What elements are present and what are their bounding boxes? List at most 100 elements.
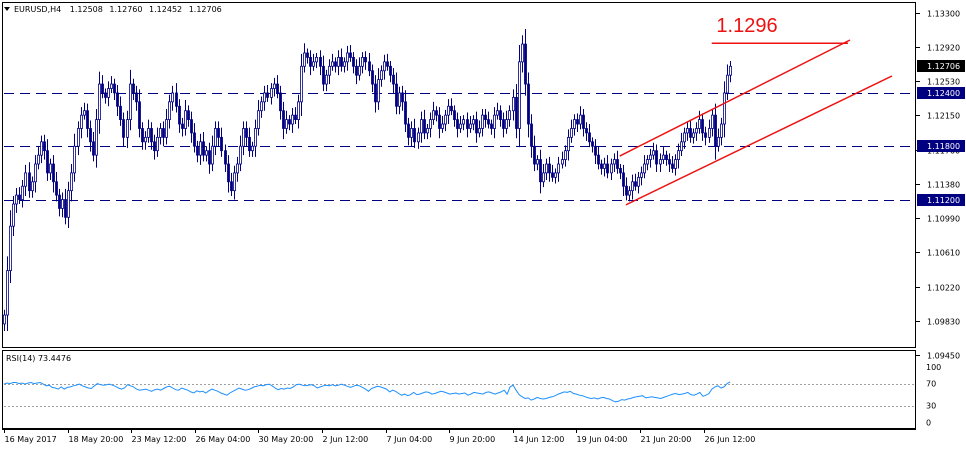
rsi-header: RSI(14) 73.4476 <box>6 354 71 363</box>
candle-body <box>567 136 570 152</box>
candle-body <box>591 141 594 147</box>
chart-header: EURUSD,H4 1.12508 1.12760 1.12452 1.1270… <box>14 5 222 14</box>
candle-body <box>634 181 637 187</box>
candle-body <box>193 132 196 147</box>
candle-body <box>110 83 113 89</box>
time-axis: 16 May 2017 18 May 20:00 23 May 12:00 26 Ma… <box>4 429 755 444</box>
time-tick-label: 14 Jun 12:00 <box>514 435 565 444</box>
candle-body <box>377 79 380 103</box>
candle-body <box>386 61 389 67</box>
candle-body <box>683 132 686 143</box>
candle-body <box>73 145 76 174</box>
candle-body <box>184 110 187 129</box>
time-tick-label: 26 May 04:00 <box>196 435 251 444</box>
candle-body <box>199 141 202 156</box>
candle-body <box>539 159 542 183</box>
candle-body <box>668 159 671 165</box>
candle-body <box>21 185 24 200</box>
candle-body <box>349 52 352 58</box>
symbol-dropdown-icon[interactable] <box>4 7 10 11</box>
candle-body <box>18 194 21 200</box>
candle-body <box>579 114 582 125</box>
candle-body <box>55 181 58 196</box>
candle-body <box>334 61 337 67</box>
candle-body <box>15 194 18 205</box>
candle-body <box>512 96 515 112</box>
ohlc-close: 1.12706 <box>189 5 222 14</box>
candle-body <box>466 119 469 129</box>
candle-body <box>217 128 220 138</box>
candle-body <box>548 163 551 174</box>
price-tick-label: 1.10990 <box>927 215 960 224</box>
ohlc-low: 1.12452 <box>149 5 182 14</box>
level-tag-2 <box>917 194 965 206</box>
candle-body <box>472 119 475 125</box>
rsi-tick-label: 100 <box>926 363 941 372</box>
candle-body <box>616 159 619 169</box>
time-tick-label: 23 May 12:00 <box>132 435 187 444</box>
candle-body <box>462 119 465 125</box>
price-tick-label: 1.12530 <box>927 78 960 87</box>
candle-body <box>202 141 205 156</box>
candle-body <box>717 136 720 147</box>
candle-body <box>46 150 49 174</box>
candle-body <box>496 110 499 116</box>
candle-body <box>168 101 171 120</box>
channel-lower-line <box>625 75 893 206</box>
candle-body <box>662 154 665 160</box>
candle-body <box>285 119 288 129</box>
candle-body <box>637 176 640 187</box>
candle-body <box>346 52 349 63</box>
candle-body <box>153 141 156 152</box>
candle-body <box>447 105 450 116</box>
candle-body <box>698 119 701 129</box>
candle-body <box>83 110 86 116</box>
candle-body <box>622 172 625 187</box>
price-axis: 1.133001.129201.125301.121501.117601.113… <box>916 10 965 361</box>
candle-body <box>279 92 282 112</box>
candle-body <box>435 110 438 116</box>
time-tick-label: 21 Jun 20:00 <box>641 435 692 444</box>
candle-body <box>551 172 554 178</box>
price-tick-label: 1.09450 <box>927 352 960 361</box>
target-price-annotation: 1.1296 <box>716 15 777 37</box>
candle-body <box>413 128 416 143</box>
candle-body <box>208 150 211 165</box>
candle-body <box>276 83 279 94</box>
candle-body <box>129 83 132 120</box>
time-tick-label: 30 May 20:00 <box>259 435 314 444</box>
candle-body <box>711 114 714 129</box>
candle-body <box>95 119 98 156</box>
candle-body <box>389 65 392 76</box>
candle-body <box>303 52 306 67</box>
price-tick-label: 1.10220 <box>927 284 960 293</box>
price-tick-label: 1.10610 <box>927 249 960 258</box>
candle-body <box>701 119 704 134</box>
candle-body <box>37 154 40 165</box>
candle-body <box>723 92 726 125</box>
rsi-tick-label: 0 <box>926 418 931 427</box>
trend-lines[interactable] <box>619 39 893 206</box>
candle-body <box>631 181 634 192</box>
candle-body <box>150 128 153 143</box>
candle-body <box>300 65 303 103</box>
candle-body <box>86 110 89 129</box>
candle-body <box>524 43 527 85</box>
rsi-axis: 100 70 30 0 <box>926 363 941 427</box>
level-tag-label: 1.11800 <box>927 142 960 151</box>
candle-body <box>233 172 236 192</box>
candles <box>3 28 732 332</box>
level-tag-label: 1.12400 <box>927 89 960 98</box>
candle-body <box>646 159 649 165</box>
current-price-tag <box>917 60 965 72</box>
candle-body <box>58 194 61 209</box>
candle-body <box>515 96 518 129</box>
time-tick-label: 19 Jun 04:00 <box>577 435 628 444</box>
candle-body <box>156 136 159 152</box>
candle-body <box>407 123 410 138</box>
candle-body <box>573 119 576 129</box>
main-panel-frame <box>2 2 916 348</box>
candle-body <box>450 105 453 112</box>
